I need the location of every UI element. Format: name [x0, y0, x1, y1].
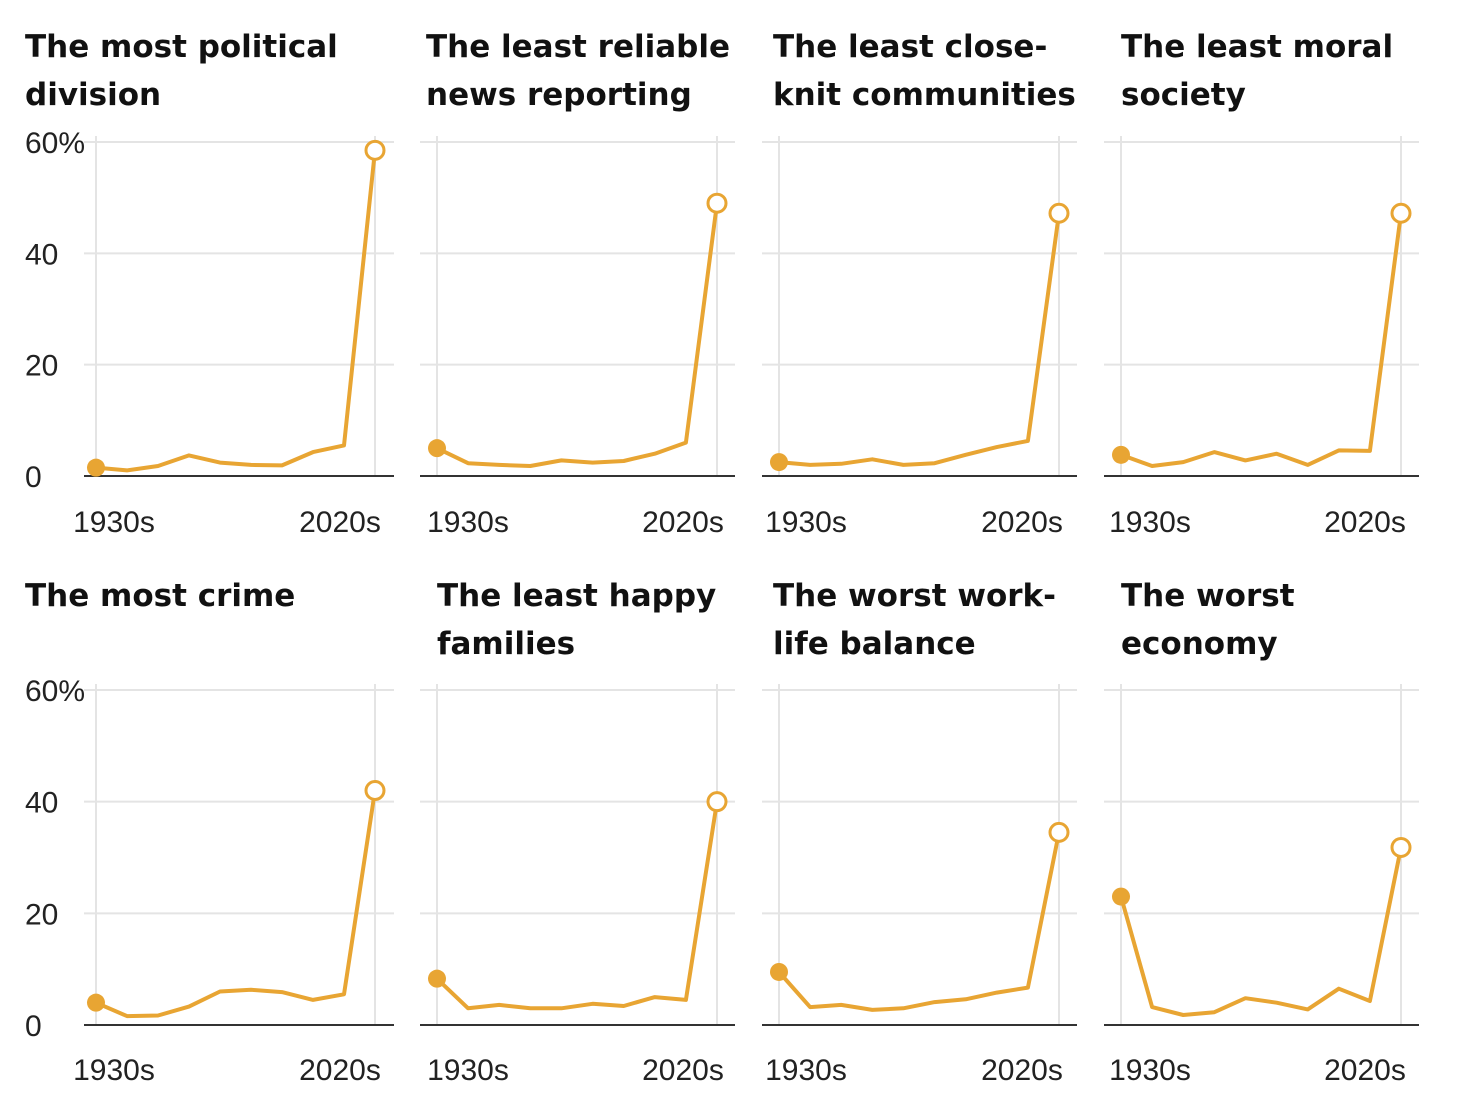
- chart-panel: The least happy families 1930s 2020s: [420, 578, 735, 1087]
- x-tick-label: 2020s: [642, 506, 724, 539]
- data-point-start: [1112, 887, 1130, 906]
- data-point-end: [706, 192, 728, 214]
- chart-title: economy: [1121, 626, 1278, 662]
- x-tick-label: 1930s: [1109, 506, 1191, 539]
- x-tick-label: 1930s: [427, 506, 509, 539]
- chart-title: The least close-: [773, 29, 1047, 65]
- data-point-end: [1048, 202, 1070, 224]
- data-point-start: [87, 993, 105, 1012]
- x-tick-label: 1930s: [427, 1054, 509, 1087]
- chart-title: news reporting: [426, 77, 692, 113]
- y-tick-label: 0: [25, 1010, 42, 1043]
- chart-title: The most crime: [25, 578, 295, 614]
- data-point-start: [770, 962, 788, 981]
- data-point-end: [1048, 821, 1070, 843]
- chart-title: families: [437, 626, 575, 662]
- chart-panel: The least moral society 1930s 2020s: [1104, 29, 1419, 539]
- y-tick-label: 40: [25, 787, 58, 820]
- chart-title: The least happy: [437, 578, 716, 614]
- chart-title: society: [1121, 77, 1246, 113]
- x-tick-label: 2020s: [1324, 506, 1406, 539]
- y-tick-label: 20: [25, 350, 58, 383]
- series-line: [94, 148, 377, 473]
- data-point-start: [428, 439, 446, 458]
- x-tick-label: 1930s: [73, 506, 155, 539]
- x-tick-label: 2020s: [642, 1054, 724, 1087]
- series-line: [94, 788, 377, 1019]
- chart-title: The worst work-: [773, 578, 1056, 614]
- y-tick-label: 60%: [25, 675, 85, 708]
- y-tick-label: 40: [25, 238, 58, 271]
- chart-panel: The most crime 0 20 40 60% 1930s 2020s: [25, 578, 394, 1087]
- chart-title: The least moral: [1121, 29, 1393, 65]
- chart-title: division: [25, 77, 161, 113]
- x-tick-label: 1930s: [1109, 1054, 1191, 1087]
- chart-panel: The worst work-life balance 1930s 2020s: [762, 578, 1077, 1087]
- data-point-end: [1390, 836, 1412, 858]
- chart-panel: The most political division 0 20 40 60% 1930s 2…: [25, 29, 394, 539]
- x-tick-label: 2020s: [1324, 1054, 1406, 1087]
- y-tick-label: 20: [25, 898, 58, 931]
- chart-panel: The worst economy 1930s 2020s: [1104, 578, 1419, 1087]
- chart-panel: The least reliable news reporting 1930s 202…: [420, 29, 735, 539]
- x-tick-label: 2020s: [299, 1054, 381, 1087]
- series-line: [1119, 845, 1403, 1017]
- chart-title: The most political: [25, 29, 338, 65]
- y-tick-label: 60%: [25, 127, 85, 160]
- data-point-end: [706, 791, 728, 813]
- series-line: [435, 201, 719, 468]
- data-point-end: [364, 139, 386, 161]
- x-tick-label: 1930s: [765, 1054, 847, 1087]
- series-line: [1119, 211, 1403, 468]
- data-point-start: [87, 458, 105, 477]
- data-point-start: [428, 969, 446, 988]
- chart-title: The least reliable: [426, 29, 730, 65]
- chart-title: life balance: [773, 626, 976, 662]
- series-line: [777, 211, 1061, 467]
- data-point-end: [1390, 202, 1412, 224]
- x-tick-label: 2020s: [299, 506, 381, 539]
- chart-panel: The least close-knit communities 1930s 202…: [762, 29, 1077, 539]
- x-tick-label: 1930s: [73, 1054, 155, 1087]
- data-point-start: [1112, 445, 1130, 464]
- x-tick-label: 2020s: [981, 1054, 1063, 1087]
- series-line: [435, 799, 719, 1011]
- x-tick-label: 2020s: [981, 506, 1063, 539]
- series-line: [777, 830, 1061, 1012]
- chart-title: The worst: [1121, 578, 1295, 614]
- y-tick-label: 0: [25, 461, 42, 494]
- chart-title: knit communities: [773, 77, 1076, 113]
- data-point-end: [364, 780, 386, 801]
- data-point-start: [770, 453, 788, 472]
- x-tick-label: 1930s: [765, 506, 847, 539]
